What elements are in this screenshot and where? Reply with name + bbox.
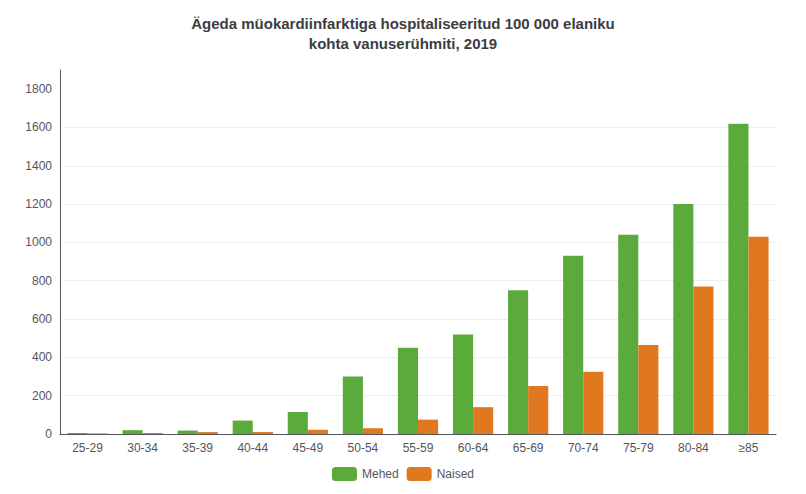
svg-text:200: 200 [32,389,52,403]
svg-text:800: 800 [32,274,52,288]
svg-text:1600: 1600 [25,120,52,134]
svg-text:45-49: 45-49 [292,441,323,455]
svg-text:30-34: 30-34 [127,441,158,455]
svg-text:50-54: 50-54 [348,441,379,455]
svg-text:60-64: 60-64 [458,441,489,455]
svg-text:1000: 1000 [25,235,52,249]
svg-text:35-39: 35-39 [182,441,213,455]
svg-text:1200: 1200 [25,197,52,211]
svg-text:1800: 1800 [25,82,52,96]
svg-text:kohta vanuserühmiti, 2019: kohta vanuserühmiti, 2019 [309,35,497,52]
svg-text:Naised: Naised [437,467,474,481]
svg-text:75-79: 75-79 [623,441,654,455]
svg-text:80-84: 80-84 [678,441,709,455]
svg-text:0: 0 [45,427,52,441]
svg-text:25-29: 25-29 [72,441,103,455]
svg-text:65-69: 65-69 [513,441,544,455]
svg-text:400: 400 [32,350,52,364]
svg-text:Mehed: Mehed [362,467,399,481]
svg-text:≥85: ≥85 [738,441,758,455]
svg-text:40-44: 40-44 [237,441,268,455]
svg-text:55-59: 55-59 [403,441,434,455]
svg-text:1400: 1400 [25,159,52,173]
svg-text:Ägeda müokardiinfarktiga hospi: Ägeda müokardiinfarktiga hospitaliseerit… [191,15,614,32]
svg-text:70-74: 70-74 [568,441,599,455]
svg-text:600: 600 [32,312,52,326]
